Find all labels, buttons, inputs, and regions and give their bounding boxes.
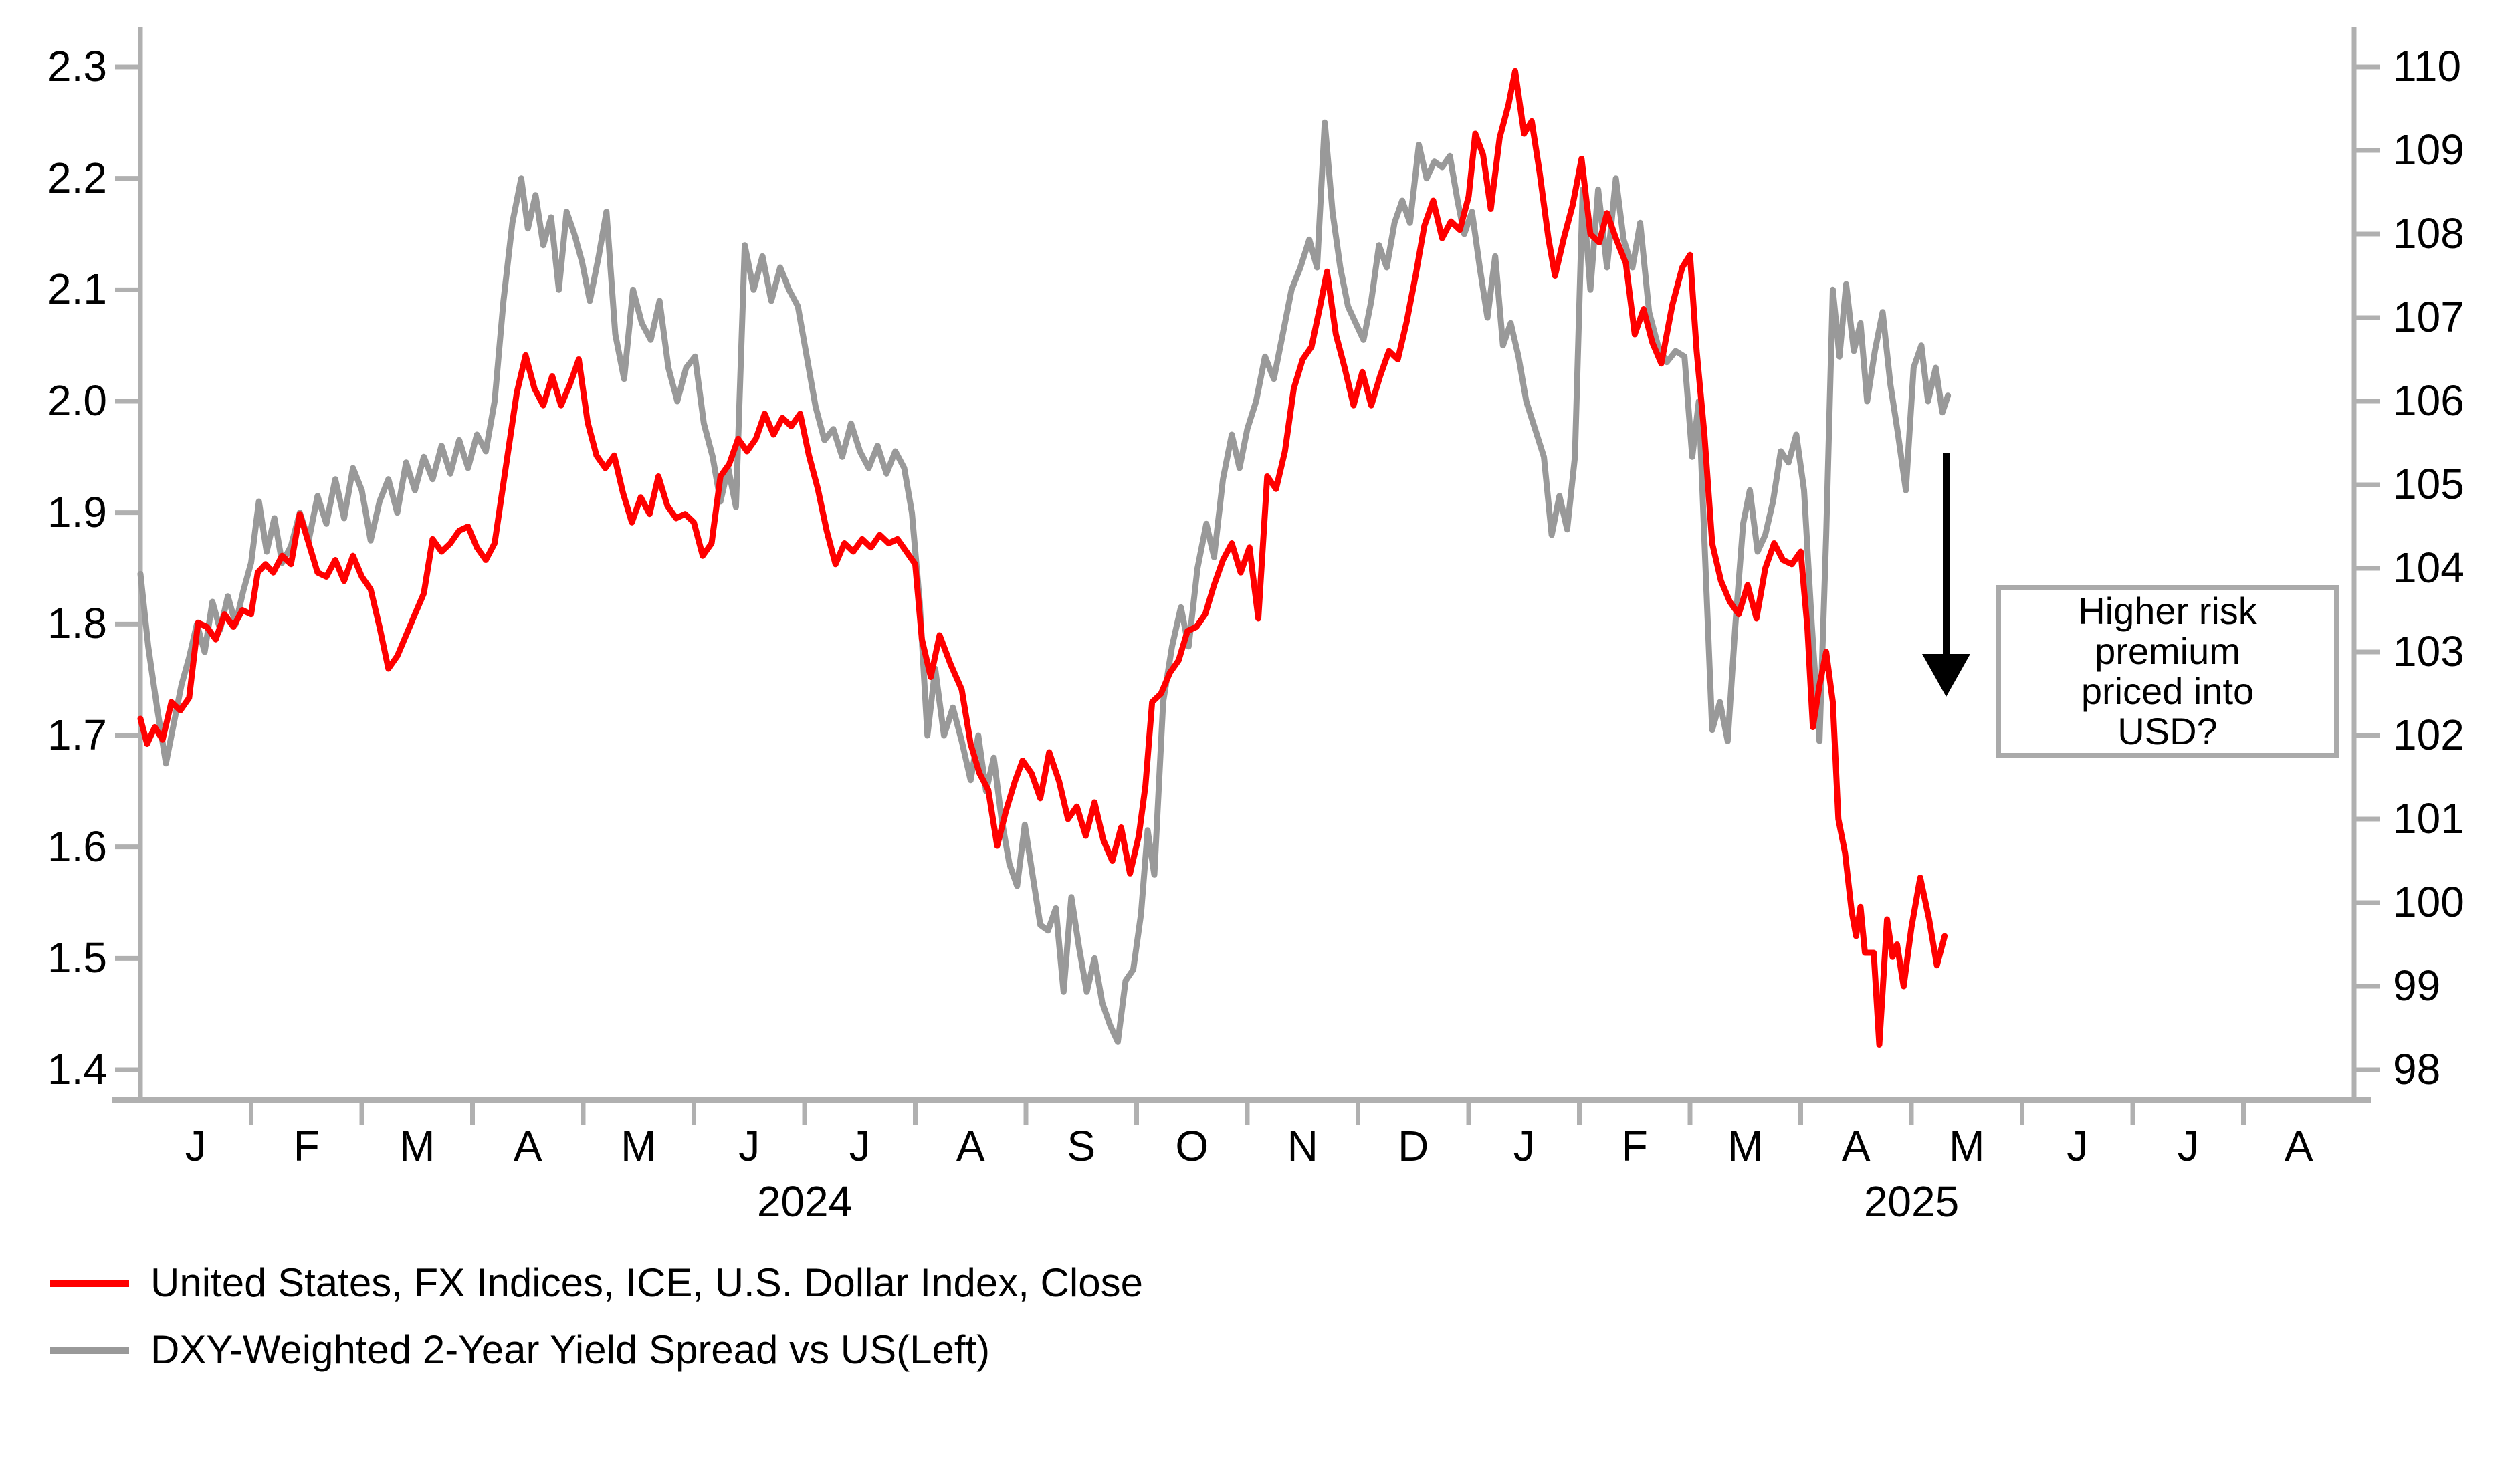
x-month-label: A	[1841, 1122, 1871, 1170]
x-month-label: N	[1287, 1122, 1318, 1170]
y-left-tick-label: 1.7	[47, 711, 107, 759]
series-line-dollar-index	[137, 68, 1948, 1048]
x-month-label: A	[2284, 1122, 2313, 1170]
legend-item-yield-spread: DXY-Weighted 2-Year Yield Spread vs US(L…	[50, 1327, 1143, 1373]
annotation-text-line: USD?	[2117, 710, 2218, 752]
x-month-label: M	[399, 1122, 435, 1170]
x-month-label: F	[1621, 1122, 1648, 1170]
y-left-tick-label: 1.5	[47, 933, 107, 982]
x-month-label: M	[1727, 1122, 1764, 1170]
y-right-tick-label: 98	[2393, 1045, 2441, 1093]
x-month-label: A	[513, 1122, 542, 1170]
x-month-label: J	[849, 1122, 871, 1170]
annotation-text-line: premium	[2095, 630, 2240, 672]
x-month-label: A	[956, 1122, 985, 1170]
x-month-label: M	[621, 1122, 657, 1170]
x-month-label: D	[1398, 1122, 1429, 1170]
series-line-yield-spread	[137, 119, 1952, 1045]
y-right-tick-label: 108	[2393, 209, 2464, 257]
y-right-tick-label: 102	[2393, 711, 2464, 759]
y-left-tick-label: 2.2	[47, 153, 107, 202]
y-right-tick-label: 105	[2393, 460, 2464, 508]
x-month-label: M	[1949, 1122, 1985, 1170]
y-right-tick-label: 107	[2393, 293, 2464, 341]
legend: United States, FX Indices, ICE, U.S. Dol…	[50, 1260, 1143, 1373]
y-right-tick-label: 99	[2393, 961, 2441, 1010]
y-right-tick-label: 110	[2393, 42, 2462, 90]
annotation-box: Higher risk premium priced into USD?	[1996, 585, 2339, 758]
legend-swatch-red-line	[50, 1279, 129, 1287]
y-right-tick-label: 101	[2393, 794, 2464, 842]
y-right-tick-label: 106	[2393, 376, 2464, 425]
y-left-tick-label: 1.8	[47, 599, 107, 648]
x-month-label: J	[2067, 1122, 2089, 1170]
y-right-tick-label: 103	[2393, 627, 2464, 675]
y-left-tick-label: 1.9	[47, 487, 107, 536]
x-axis-year-label-2025: 2025	[1863, 1177, 1960, 1226]
y-left-tick-label: 2.3	[47, 42, 107, 90]
annotation-arrow-head	[1922, 654, 1970, 697]
annotation-text-line: Higher risk	[2078, 590, 2257, 632]
y-right-tick-label: 104	[2393, 544, 2464, 592]
y-left-tick-label: 2.1	[47, 265, 107, 314]
x-month-label: J	[2177, 1122, 2199, 1170]
x-axis-year-label-2024: 2024	[756, 1177, 853, 1226]
y-right-tick-label: 100	[2393, 878, 2464, 926]
x-month-label: O	[1175, 1122, 1209, 1170]
annotation-text-line: priced into	[2081, 670, 2254, 712]
x-month-label: J	[738, 1122, 760, 1170]
y-left-tick-label: 2.0	[47, 376, 107, 425]
y-right-tick-label: 109	[2393, 126, 2464, 174]
y-left-tick-label: 1.6	[47, 822, 107, 871]
legend-swatch-gray-line	[50, 1346, 129, 1354]
x-month-label: S	[1067, 1122, 1096, 1170]
legend-label: DXY-Weighted 2-Year Yield Spread vs US(L…	[150, 1327, 990, 1372]
x-month-label: J	[185, 1122, 207, 1170]
legend-item-dollar-index: United States, FX Indices, ICE, U.S. Dol…	[50, 1260, 1143, 1306]
y-left-tick-label: 1.4	[47, 1045, 107, 1093]
x-month-label: J	[1513, 1122, 1535, 1170]
x-month-label: F	[293, 1122, 320, 1170]
legend-label: United States, FX Indices, ICE, U.S. Dol…	[150, 1260, 1143, 1305]
